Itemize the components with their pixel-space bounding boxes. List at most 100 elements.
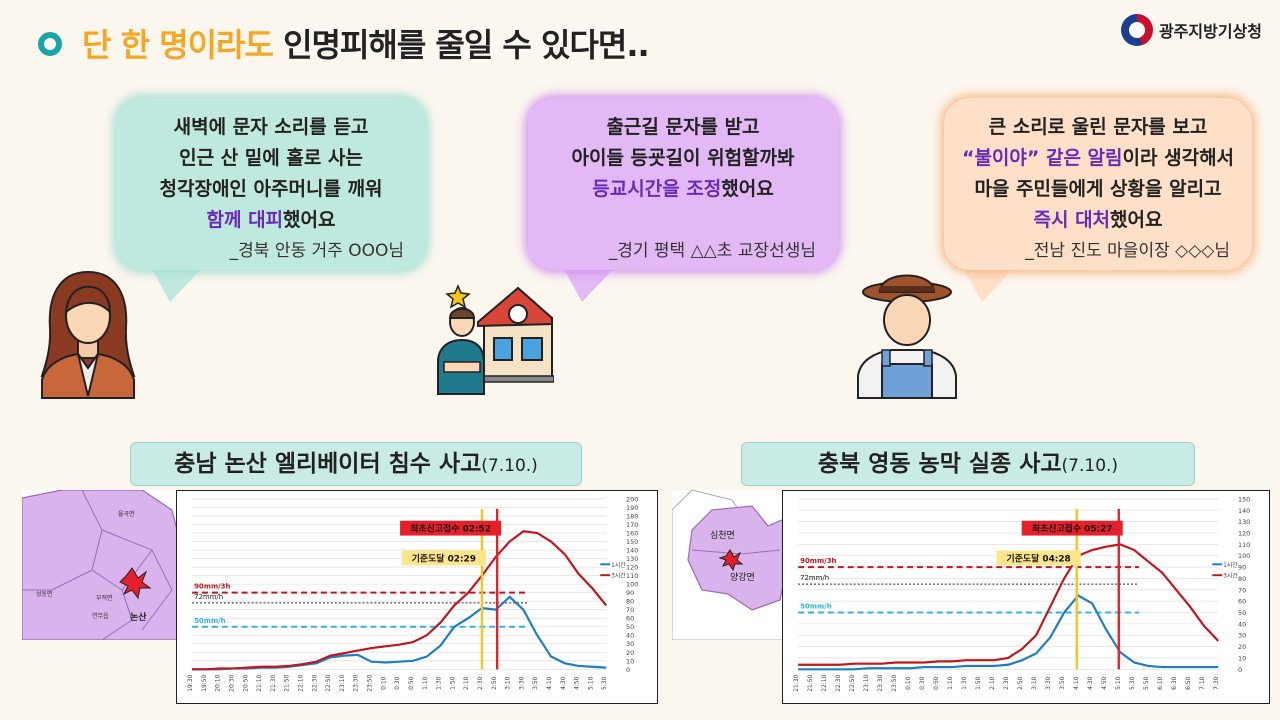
x-tick-label: 0:10 (905, 676, 912, 690)
x-tick-label: 3:50 (532, 676, 539, 690)
x-tick-label: 5:50 (1143, 676, 1150, 690)
x-tick-label: 0:10 (380, 676, 387, 690)
bubble-emphasis: 즉시 대처 (1033, 209, 1111, 231)
y-tick-label: 130 (626, 555, 638, 563)
marker-label: 기준도달 02:29 (412, 552, 476, 564)
bubble-line: 등교시간을 조정했어요 (592, 178, 774, 200)
y-tick-label: 30 (626, 640, 634, 648)
series-line (192, 595, 607, 671)
x-tick-label: 23:10 (339, 674, 346, 691)
series-line (798, 594, 1219, 671)
bubble-line: 출근길 문자를 받고 (606, 116, 760, 138)
threshold-label: 50mm/h (194, 617, 226, 625)
x-tick-label: 0:30 (394, 676, 401, 690)
x-tick-label: 23:50 (891, 674, 898, 691)
marker-label-bg (1021, 520, 1123, 536)
y-tick-label: 150 (1238, 495, 1250, 503)
y-tick-label: 110 (626, 572, 638, 580)
y-tick-label: 150 (626, 538, 638, 546)
marker-label-bg (401, 550, 486, 566)
legend-label: 3시간 (611, 572, 626, 580)
y-tick-label: 190 (626, 504, 638, 512)
x-tick-label: 4:30 (1087, 676, 1094, 690)
y-tick-label: 130 (1238, 518, 1250, 526)
y-tick-label: 0 (626, 666, 630, 674)
y-tick-label: 40 (1238, 620, 1246, 628)
woman-avatar-icon (40, 270, 136, 399)
x-tick-label: 22:30 (835, 674, 842, 691)
bubble-signature: _경북 안동 거주 OOO님 (229, 241, 404, 261)
x-tick-label: 2:50 (1017, 676, 1024, 690)
x-tick-label: 5:10 (587, 676, 594, 690)
y-tick-label: 20 (626, 649, 634, 657)
x-tick-label: 2:30 (477, 676, 484, 690)
x-tick-label: 1:10 (947, 676, 954, 690)
rainfall-chart-nonsan: 0102030405060708090100110120130140150160… (176, 490, 658, 704)
marker-label-bg (996, 550, 1081, 566)
x-tick-label: 21:50 (807, 674, 814, 691)
legend-label: 1시간 (1223, 561, 1238, 569)
bubble-line: “불이야” 같은 알림이라 생각해서 (961, 147, 1235, 169)
map-label: 율곡면 (118, 510, 135, 518)
threshold-label: 72mm/h (194, 593, 223, 601)
taegeuk-emblem-icon (1120, 14, 1153, 46)
x-tick-label: 1:50 (449, 676, 456, 690)
bubble-signature: _전남 진도 마을이장 ◇◇◇님 (1025, 241, 1230, 261)
x-tick-label: 0:50 (408, 676, 415, 690)
marker-label: 최초신고접수 02:52 (410, 523, 491, 535)
x-tick-label: 22:50 (849, 674, 856, 691)
y-tick-label: 180 (626, 512, 638, 520)
y-tick-label: 140 (1238, 507, 1250, 515)
x-tick-label: 23:30 (353, 674, 360, 691)
x-tick-label: 4:50 (1101, 676, 1108, 690)
x-tick-label: 5:10 (1115, 676, 1122, 690)
map-label: 논산 (130, 611, 147, 623)
y-tick-label: 70 (1238, 586, 1246, 594)
x-tick-label: 20:50 (242, 674, 249, 691)
map-label: 심천면 (710, 530, 735, 541)
y-tick-label: 40 (626, 632, 634, 640)
y-tick-label: 100 (626, 581, 638, 589)
x-tick-label: 2:10 (463, 676, 470, 690)
bubble-line: 마을 주민들에게 상황을 알리고 (974, 178, 1222, 200)
marker-label: 기준도달 04:28 (1007, 552, 1071, 564)
x-tick-label: 23:10 (863, 674, 870, 691)
x-tick-label: 6:50 (1185, 676, 1192, 690)
x-tick-label: 21:10 (256, 674, 263, 691)
map-label: 성동면 (36, 590, 53, 598)
bubble-line: 새벽에 문자 소리를 듣고 (173, 116, 369, 138)
y-tick-label: 100 (1238, 552, 1250, 560)
testimonial-bubble-3: 큰 소리로 울린 문자를 보고 “불이야” 같은 알림이라 생각해서 마을 주민… (944, 98, 1252, 270)
x-tick-label: 3:30 (1045, 676, 1052, 690)
title-bullet-icon (38, 32, 62, 56)
x-tick-label: 2:10 (989, 676, 996, 690)
x-tick-label: 3:30 (518, 676, 525, 690)
map-yeongdong: 심천면 양강면 (672, 490, 790, 640)
x-tick-label: 3:50 (1059, 676, 1066, 690)
x-tick-label: 7:10 (1199, 676, 1206, 690)
x-tick-label: 0:30 (919, 676, 926, 690)
legend-label: 3시간 (1223, 572, 1238, 580)
threshold-label: 72mm/h (800, 574, 829, 582)
y-tick-label: 80 (626, 598, 634, 606)
x-tick-label: 2:50 (491, 676, 498, 690)
rainfall-chart-yeongdong: 0 10 20 30 40 50 60 70 80 90 100 110 120 130 140 150 21:… (782, 490, 1270, 704)
case-title-yeongdong: 충북 영동 농막 실종 사고(7.10.) (741, 442, 1195, 486)
x-tick-label: 0:50 (933, 676, 940, 690)
x-tick-label: 21:50 (284, 674, 291, 691)
x-tick-label: 21:30 (270, 674, 277, 691)
x-tick-label: 5:30 (1129, 676, 1136, 690)
bubble-signature: _경기 평택 △△초 교장선생님 (608, 241, 816, 261)
x-tick-label: 6:10 (1157, 676, 1164, 690)
bubble-line: 큰 소리로 울린 문자를 보고 (988, 116, 1208, 138)
case-title-nonsan: 충남 논산 엘리베이터 침수 사고(7.10.) (130, 442, 582, 486)
bubble-line: 즉시 대처했어요 (1033, 209, 1163, 231)
y-tick-label: 20 (1238, 643, 1246, 651)
bubble-line: 함께 대피했어요 (206, 209, 336, 231)
x-tick-label: 4:10 (546, 676, 553, 690)
x-tick-label: 3:10 (1031, 676, 1038, 690)
x-tick-label: 4:50 (574, 676, 581, 690)
y-tick-label: 170 (626, 521, 638, 529)
map-label: 연무읍 (92, 612, 109, 620)
testimonial-bubble-1: 새벽에 문자 소리를 듣고 인근 산 밑에 홀로 사는 청각장애인 아주머니를 … (116, 98, 426, 270)
